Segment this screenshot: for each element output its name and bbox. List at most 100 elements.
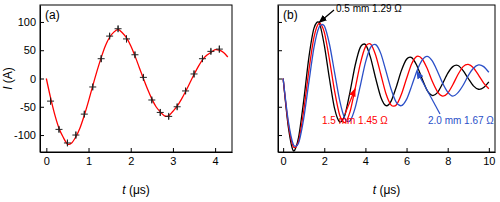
tick-mark — [131, 148, 132, 152]
data-point — [182, 87, 189, 94]
tick-label: 2 — [322, 155, 328, 167]
axis-title-unit: (μs) — [376, 183, 400, 197]
tick-mark — [489, 148, 490, 152]
data-point — [106, 33, 113, 40]
tick-label: 0 — [44, 155, 50, 167]
tick: 4 — [213, 148, 219, 167]
tick-mark — [278, 107, 282, 108]
tick-label: 0 — [281, 155, 287, 167]
tick — [278, 135, 282, 136]
tick-mark — [89, 148, 90, 152]
plot-area — [283, 22, 489, 151]
tick-label: 8 — [445, 155, 451, 167]
y-axis: -100 -50 0 50 100 — [14, 6, 44, 153]
tick-label: -50 — [20, 101, 36, 113]
tick: -50 — [20, 101, 44, 113]
data-point — [191, 70, 198, 77]
axis-line — [279, 152, 496, 153]
data-point — [157, 109, 164, 116]
tick-mark — [448, 148, 449, 152]
axis-title-unit: (μs) — [126, 183, 150, 197]
tick-mark — [40, 50, 44, 51]
panel: 0 1 2 3 4 -100 -50 0 50 100 (a) t (μs) I (A) — [1, 5, 233, 197]
panel-label: (a) — [45, 8, 60, 22]
tick: 8 — [445, 148, 451, 167]
tick-label: 0 — [30, 73, 36, 85]
series-label: 2.0 mm 1.67 Ω — [428, 115, 494, 126]
tick-label: 6 — [404, 155, 410, 167]
tick-label: -100 — [14, 129, 36, 141]
tick-mark — [215, 148, 216, 152]
x-axis-title: t (μs) — [122, 183, 150, 197]
data-point — [140, 74, 147, 81]
data-point — [47, 98, 54, 105]
tick-label: 10 — [483, 155, 495, 167]
tick-mark — [40, 79, 44, 80]
x-axis: 0 1 2 3 4 — [41, 148, 233, 167]
tick-label: 4 — [363, 155, 369, 167]
tick: 100 — [18, 16, 44, 28]
tick-label: 3 — [170, 155, 176, 167]
tick-mark — [407, 148, 408, 152]
tick: 2 — [322, 148, 328, 167]
tick-label: 4 — [213, 155, 219, 167]
data-point — [72, 132, 79, 139]
data-point — [165, 113, 172, 120]
series-line — [283, 25, 489, 147]
tick: 4 — [363, 148, 369, 167]
tick: 2 — [128, 148, 134, 167]
tick: 0 — [30, 73, 44, 85]
tick — [278, 50, 282, 51]
tick-label: 50 — [24, 44, 36, 56]
data-point — [123, 35, 130, 42]
data-point — [115, 25, 122, 32]
tick — [278, 79, 282, 80]
plot-frame — [278, 5, 495, 152]
tick: 1 — [86, 148, 92, 167]
tick-mark — [278, 22, 282, 23]
x-axis: 0 2 4 6 8 10 — [279, 148, 496, 167]
tick-mark — [40, 22, 44, 23]
data-point — [131, 51, 138, 58]
tick: 6 — [404, 148, 410, 167]
tick: -100 — [14, 129, 44, 141]
tick — [278, 107, 282, 108]
panel: 0246810(b)t (μs)0.5 mm 1.29 Ω1.5 mm 1.45… — [278, 3, 496, 197]
data-point — [55, 126, 62, 133]
y-axis-title: I (A) — [1, 67, 15, 90]
axis-title-unit: (A) — [1, 67, 15, 86]
figure: 0 1 2 3 4 -100 -50 0 50 100 (a) t (μs) I (A) 0 2 4 6 8 10 (… — [0, 0, 500, 202]
tick-mark — [46, 148, 47, 152]
data-point — [98, 55, 105, 62]
label-arrow — [345, 89, 355, 114]
series-line — [283, 23, 489, 148]
plot-area — [46, 25, 227, 146]
series-label: 1.5 mm 1.45 Ω — [322, 115, 388, 126]
series-line — [283, 22, 489, 151]
y-axis — [278, 6, 282, 153]
tick-mark — [278, 50, 282, 51]
data-point — [199, 55, 206, 62]
tick: 0 — [281, 148, 287, 167]
data-point — [81, 111, 88, 118]
tick-label: 100 — [18, 16, 36, 28]
tick: 10 — [483, 148, 495, 167]
tick-mark — [365, 148, 366, 152]
tick-mark — [40, 135, 44, 136]
data-point — [207, 48, 214, 55]
axis-line — [41, 152, 233, 153]
tick-mark — [324, 148, 325, 152]
tick: 50 — [24, 44, 44, 56]
tick: 0 — [44, 148, 50, 167]
data-point — [64, 139, 71, 146]
x-axis-title: t (μs) — [373, 183, 401, 197]
tick: 3 — [170, 148, 176, 167]
tick — [278, 22, 282, 23]
tick-mark — [40, 107, 44, 108]
data-point — [148, 96, 155, 103]
panel-label: (b) — [283, 8, 298, 22]
data-point — [174, 103, 181, 110]
data-point — [216, 46, 223, 53]
plot-frame — [40, 5, 232, 152]
label-arrow — [319, 10, 334, 23]
